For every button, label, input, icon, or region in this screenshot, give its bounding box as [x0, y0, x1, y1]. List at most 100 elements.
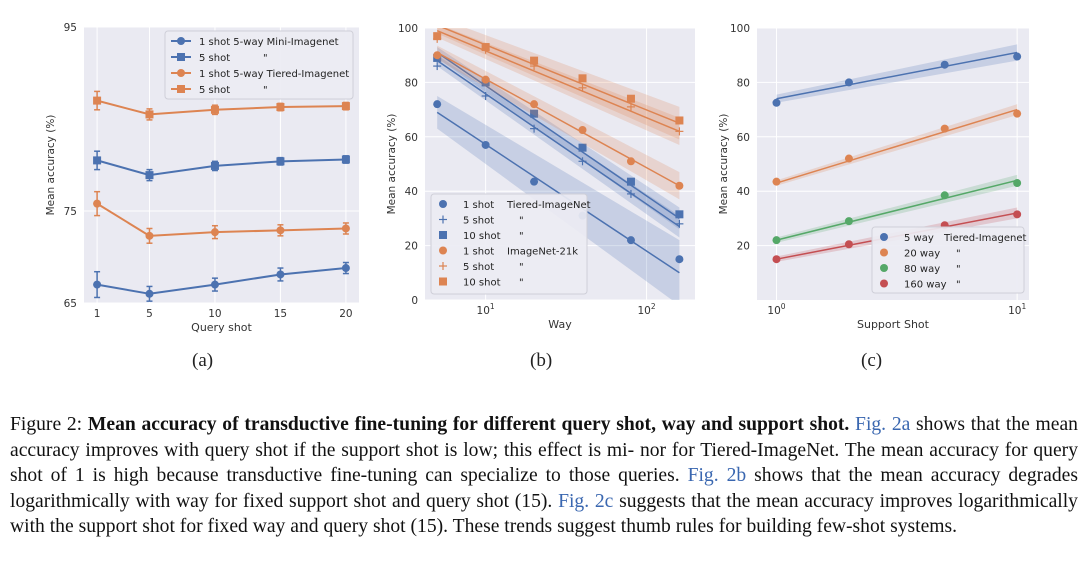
legend-marker [439, 215, 447, 224]
x-axis-label: Query shot [191, 321, 252, 334]
caption-ref-2a[interactable]: Fig. 2a [855, 414, 911, 435]
y-tick-label: 40 [405, 186, 418, 198]
legend-marker [880, 264, 888, 272]
legend-group: " [519, 262, 524, 273]
series-4 [93, 90, 350, 121]
series-3 [772, 174, 1022, 245]
y-tick-label: 75 [64, 206, 77, 218]
fit-line [436, 30, 680, 133]
x-tick-label: 20 [339, 308, 352, 320]
confidence-band [437, 45, 680, 200]
legend-entry: 160 way " [880, 279, 961, 291]
x-tick-label: 5 [146, 308, 153, 320]
caption-ref-2b[interactable]: Fig. 2b [687, 465, 747, 487]
legend-label: 160 way [904, 280, 947, 291]
series-3 [93, 190, 350, 244]
x-axis-label: Way [548, 318, 572, 331]
data-point [341, 264, 350, 273]
legend-marker [177, 37, 185, 45]
legend-group: Tiered-ImageNet [506, 200, 591, 211]
data-point [626, 189, 635, 198]
data-point [940, 124, 949, 133]
x-axis-label: Support Shot [857, 318, 930, 331]
chart-b: 0 20 40 60 80 100 101 102 Way Mean accuracy (%) 1 … [386, 23, 695, 331]
data-point [940, 60, 949, 69]
data-point [433, 62, 442, 71]
fit-line [776, 108, 1018, 184]
series-2 [772, 104, 1022, 186]
legend-entry: 20 way " [880, 248, 961, 260]
data-point [530, 56, 539, 65]
data-point [276, 270, 285, 279]
data-point [675, 116, 684, 125]
legend-label: 1 shot 5-way Mini-Imagenet [199, 37, 339, 48]
series-6 [433, 28, 684, 140]
data-point [1013, 179, 1022, 188]
series-1 [93, 261, 350, 302]
data-point [675, 255, 684, 264]
data-point [481, 43, 490, 52]
caption-text-2c: suggests that the mean accuracy improves… [10, 490, 1078, 538]
confidence-band [437, 28, 680, 140]
data-point [675, 181, 684, 190]
data-point [93, 280, 102, 289]
series-layer [772, 44, 1022, 264]
legend-group: " [956, 249, 961, 260]
series-layer [93, 90, 350, 302]
y-axis-label: Mean accuracy (%) [718, 114, 730, 215]
legend-label: 5 shot [463, 216, 494, 227]
legend-marker [439, 262, 447, 270]
y-tick-label: 65 [64, 298, 77, 310]
legend: 1 shot Tiered-ImageNet 5 shot " 10 shot " 1 sh… [430, 193, 591, 295]
fit-line [436, 60, 680, 228]
legend-group: ImageNet-21k [507, 247, 578, 258]
caption-ref-2c[interactable]: Fig. 2c [558, 490, 614, 512]
y-tick-label: 95 [64, 22, 77, 34]
data-point [626, 157, 635, 166]
confidence-band [437, 47, 680, 230]
legend-label: 5 way [904, 233, 934, 244]
legend-label: 5 shot [199, 53, 230, 64]
fit-line [776, 179, 1018, 241]
data-point [1013, 109, 1022, 118]
data-point [530, 124, 539, 133]
chart-c: 20 40 60 80 100 100 101 Support Shot Mean accura… [718, 23, 1029, 331]
legend-group: " [519, 216, 524, 227]
y-tick-label: 20 [405, 241, 418, 253]
data-point [844, 154, 853, 163]
data-point [210, 228, 219, 237]
y-tick-label: 40 [737, 186, 750, 198]
data-point [578, 126, 587, 134]
data-point [772, 177, 781, 186]
data-point [481, 75, 490, 84]
fit-line [436, 111, 680, 274]
legend-label: 1 shot 5-way Tiered-Imagenet [199, 69, 349, 80]
caption-figure-label: Figure 2: [10, 414, 83, 435]
series-2 [433, 55, 684, 238]
legend-entry: 1 shot Tiered-ImageNet [439, 200, 591, 211]
data-point [93, 199, 102, 208]
data-point [530, 109, 539, 118]
x-tick-label: 1 [94, 308, 101, 320]
legend-marker [177, 53, 185, 61]
data-point [145, 231, 154, 240]
data-point [93, 96, 102, 105]
data-point [530, 177, 539, 186]
data-point [578, 143, 587, 152]
legend-box [164, 30, 354, 100]
legend-marker [439, 277, 447, 286]
legend-entry: 1 shot 5-way Mini-Imagenet [171, 37, 339, 48]
panel-label-a: (a) [192, 350, 214, 371]
data-point [210, 280, 219, 289]
data-point [93, 156, 102, 165]
data-point [481, 140, 490, 149]
y-axis-label: Mean accuracy (%) [386, 114, 398, 215]
data-point [772, 98, 781, 107]
legend-entry: 80 way " [880, 264, 961, 275]
data-point [578, 83, 587, 92]
legend-box [871, 226, 1025, 294]
caption-text-2a: shows that the mean accuracy improves wi… [10, 414, 1078, 487]
data-point [675, 127, 684, 136]
y-tick-label: 80 [737, 77, 750, 89]
